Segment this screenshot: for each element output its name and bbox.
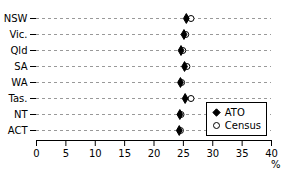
svg-text:SA: SA [14,61,28,72]
svg-text:ACT: ACT [8,125,29,136]
svg-text:0: 0 [33,148,39,159]
svg-text:20: 20 [148,148,161,159]
svg-text:Tas.: Tas. [8,93,28,104]
svg-text:5: 5 [63,148,69,159]
svg-text:NT: NT [14,109,28,120]
svg-text:40: 40 [265,148,278,159]
svg-text:NSW: NSW [4,13,28,24]
svg-text:15: 15 [118,148,131,159]
svg-text:%: % [271,159,281,170]
svg-text:Vic.: Vic. [9,29,27,40]
svg-text:35: 35 [236,148,249,159]
svg-text:25: 25 [177,148,190,159]
svg-text:30: 30 [206,148,219,159]
svg-text:Qld: Qld [11,45,28,56]
html-text:ATO: ATO [224,107,245,118]
svg-text:WA: WA [11,77,27,88]
html-text:Census: Census [224,120,261,131]
svg-text:10: 10 [89,148,102,159]
